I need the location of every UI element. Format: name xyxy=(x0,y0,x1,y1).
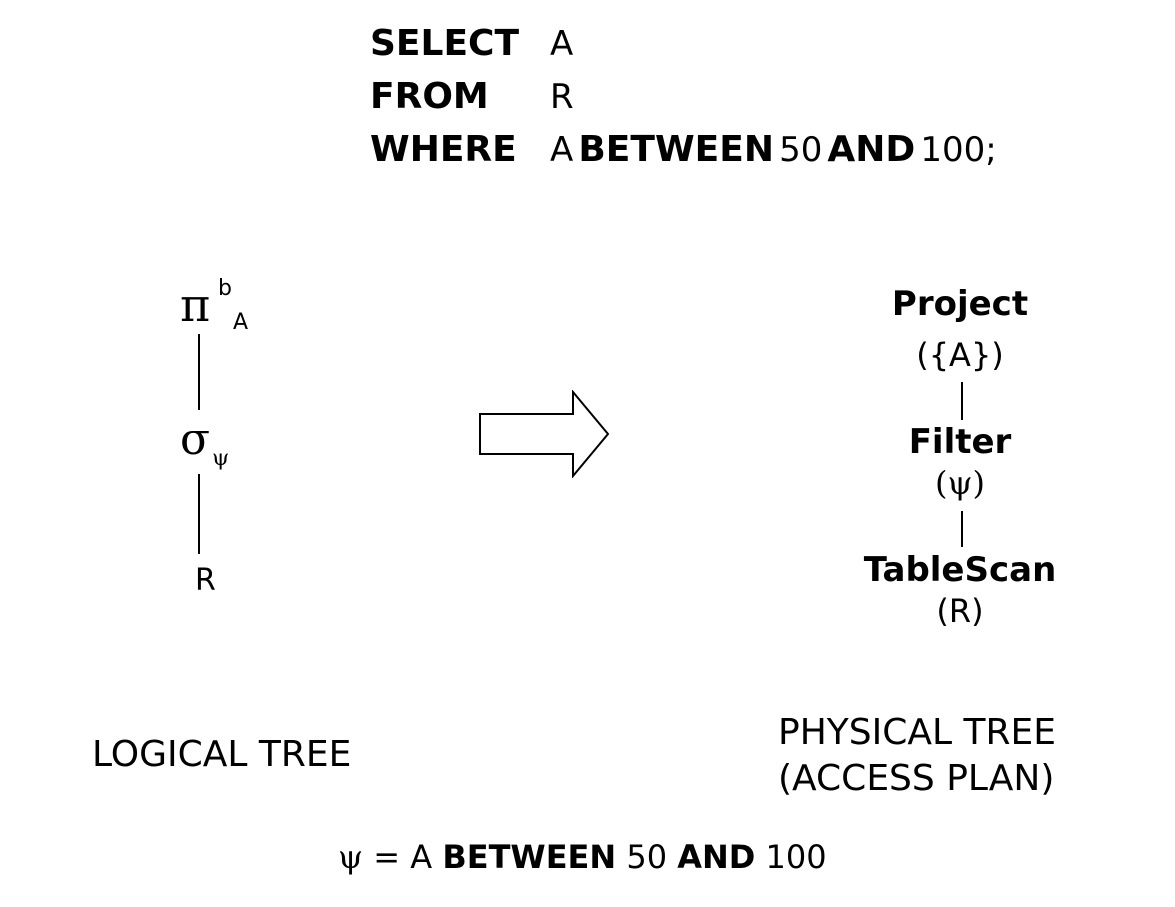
transform-arrow-icon xyxy=(479,390,610,478)
selection-symbol: σ xyxy=(180,414,211,465)
where-low: 50 xyxy=(779,130,823,170)
psi-symbol: ψ xyxy=(338,838,364,876)
from-value: R xyxy=(550,77,574,117)
footer-low: 50 xyxy=(626,838,668,876)
select-value: A xyxy=(550,24,574,64)
filter-argument: (ψ) xyxy=(934,464,986,502)
tablescan-argument: (R) xyxy=(936,592,984,630)
footer-between-keyword: BETWEEN xyxy=(442,838,617,876)
project-argument: ({A}) xyxy=(916,336,1004,374)
where-high: 100; xyxy=(920,130,997,170)
projection-subscript: A xyxy=(233,310,249,335)
equals-sign: = xyxy=(373,838,401,876)
select-keyword: SELECT xyxy=(370,23,520,64)
footer-high: 100 xyxy=(765,838,827,876)
where-keyword: WHERE xyxy=(370,129,517,170)
where-clause: WHERE A BETWEEN 50 AND 100; xyxy=(370,128,997,172)
from-keyword: FROM xyxy=(370,76,489,117)
where-attr: A xyxy=(550,130,574,170)
tablescan-operator: TableScan xyxy=(863,550,1057,590)
physical-edge-1 xyxy=(961,382,963,420)
physical-tree-caption-line1: PHYSICAL TREE xyxy=(778,712,1056,753)
select-clause: SELECT A xyxy=(370,22,573,66)
relation-label: R xyxy=(195,563,216,598)
footer-and-keyword: AND xyxy=(677,838,756,876)
footer-attr: A xyxy=(410,838,433,876)
between-keyword: BETWEEN xyxy=(578,129,774,170)
project-operator: Project xyxy=(891,284,1029,324)
from-clause: FROM R xyxy=(370,75,574,119)
physical-tree-caption-line2: (ACCESS PLAN) xyxy=(778,758,1055,799)
and-keyword: AND xyxy=(827,129,916,170)
projection-superscript: b xyxy=(218,276,232,301)
filter-operator: Filter xyxy=(908,422,1012,462)
selection-subscript: ψ xyxy=(212,446,230,471)
logical-edge-1 xyxy=(198,334,200,410)
psi-definition: ψ = A BETWEEN 50 AND 100 xyxy=(338,838,827,876)
logical-tree-caption: LOGICAL TREE xyxy=(92,734,352,775)
physical-edge-2 xyxy=(961,511,963,547)
logical-edge-2 xyxy=(198,474,200,554)
projection-symbol: π xyxy=(180,278,211,332)
